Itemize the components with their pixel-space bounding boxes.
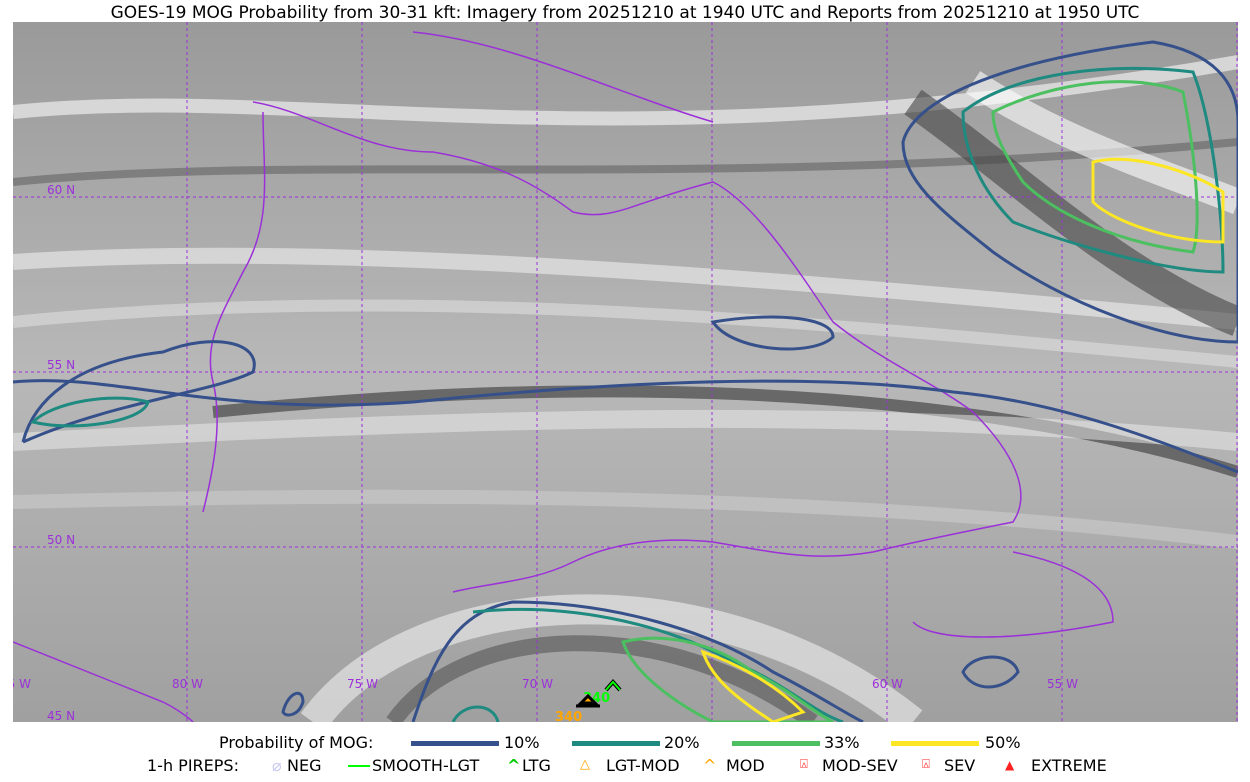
legend-label: LGT-MOD (606, 756, 680, 775)
satellite-map: 60 N 55 N 50 N 45 N 85 W 80 W 75 W 70 W … (13, 22, 1238, 722)
extreme-icon: ▲ (1005, 758, 1015, 772)
legend-label: LTG (522, 756, 551, 775)
grid-labels: 60 N 55 N 50 N 45 N 85 W 80 W 75 W 70 W … (13, 183, 1078, 722)
sev-icon: ⍓ (922, 757, 930, 772)
lat-label: 55 N (47, 358, 75, 372)
legend-label: SMOOTH-LGT (372, 756, 480, 775)
mog-contours (13, 40, 1238, 722)
legend-label: MOD-SEV (822, 756, 898, 775)
legend-label: EXTREME (1031, 756, 1107, 775)
legend-label: NEG (287, 756, 322, 775)
map-svg: 60 N 55 N 50 N 45 N 85 W 80 W 75 W 70 W … (13, 22, 1238, 722)
lgt-mod-icon: △ (580, 757, 590, 772)
lon-label: 85 W (13, 677, 31, 691)
legend-label: MOD (726, 756, 765, 775)
legend-label: 10% (504, 733, 540, 752)
cloud-streaks (13, 55, 1238, 722)
mod-icon: ^ (703, 756, 717, 775)
lat-label: 60 N (47, 183, 75, 197)
mod-sev-icon: ⍓ (800, 757, 808, 772)
lon-label: 75 W (347, 677, 378, 691)
legend-label: 50% (985, 733, 1021, 752)
neg-icon: ⌀ (272, 756, 282, 775)
pirep-legend-title: 1-h PIREPS: (147, 756, 239, 775)
report-label: 340 (555, 710, 582, 722)
lat-label: 50 N (47, 533, 75, 547)
swatch-33 (732, 741, 820, 746)
lat-label: 45 N (47, 709, 75, 722)
coastlines (13, 31, 1114, 722)
lgt-mod-report-icon (576, 693, 600, 708)
smooth-lgt-icon (348, 765, 370, 767)
lon-label: 60 W (872, 677, 903, 691)
pirep-reports: 340 340 (555, 678, 622, 722)
lon-label: 55 W (1047, 677, 1078, 691)
probability-legend-title: Probability of MOG: (219, 733, 374, 752)
legend-label: SEV (944, 756, 976, 775)
grid-lines (13, 22, 1238, 722)
map-title: GOES-19 MOG Probability from 30-31 kft: … (110, 3, 1140, 23)
lon-label: 80 W (172, 677, 203, 691)
swatch-20 (572, 741, 660, 746)
swatch-10 (411, 741, 499, 746)
swatch-50 (891, 741, 979, 746)
ltg-icon: ^ (507, 756, 521, 775)
legend-label: 20% (664, 733, 700, 752)
lon-label: 70 W (522, 677, 553, 691)
legend-label: 33% (824, 733, 860, 752)
